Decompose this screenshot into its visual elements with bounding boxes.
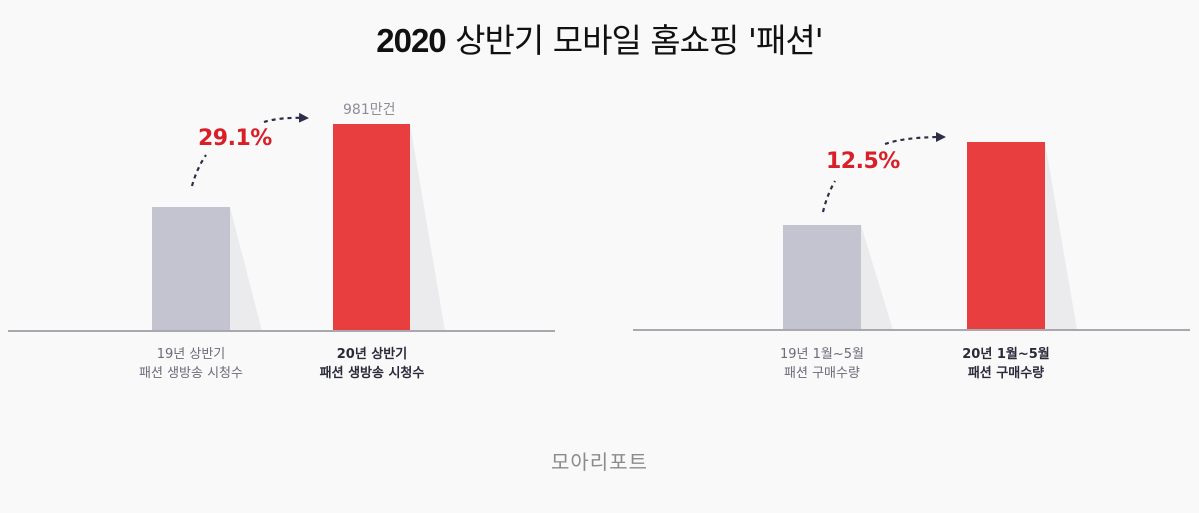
bar-2020-purchases bbox=[967, 142, 1045, 330]
label-line1: 19년 상반기 bbox=[156, 347, 226, 362]
bar-shadow bbox=[230, 207, 262, 331]
growth-percent-viewers: 29.1% bbox=[198, 126, 272, 151]
title-year: 2020 bbox=[376, 22, 446, 59]
label-2020-purchases: 20년 1월~5월 패션 구매수량 bbox=[906, 345, 1106, 383]
bar-2020-viewers bbox=[333, 124, 410, 331]
label-line2: 패션 구매수량 bbox=[784, 366, 860, 381]
label-2020-viewers: 20년 상반기 패션 생방송 시청수 bbox=[272, 345, 472, 383]
source-watermark: 모아리포트 bbox=[551, 450, 648, 474]
bar-2019-purchases bbox=[783, 225, 861, 330]
bar-shadow bbox=[1045, 142, 1077, 330]
bar-2019-viewers bbox=[152, 207, 230, 331]
growth-arrow-lower bbox=[190, 154, 207, 187]
label-2019-purchases: 19년 1월~5월 패션 구매수량 bbox=[722, 345, 922, 383]
label-line1: 20년 상반기 bbox=[336, 347, 408, 362]
left-chart bbox=[8, 112, 555, 332]
label-line2: 패션 생방송 시청수 bbox=[319, 366, 425, 381]
label-line2: 패션 생방송 시청수 bbox=[139, 366, 243, 381]
growth-arrow-lower bbox=[821, 180, 836, 213]
label-line1: 19년 1월~5월 bbox=[780, 347, 864, 362]
value-tag-2020-viewers: 981만건 bbox=[343, 102, 396, 118]
title-text: 상반기 모바일 홈쇼핑 '패션' bbox=[455, 21, 824, 60]
growth-arrow-upper bbox=[884, 132, 946, 146]
chart-title: 2020 상반기 모바일 홈쇼핑 '패션' bbox=[0, 14, 1199, 62]
bar-shadow bbox=[410, 124, 445, 331]
right-chart bbox=[633, 132, 1190, 331]
label-line1: 20년 1월~5월 bbox=[962, 347, 1050, 362]
label-2019-viewers: 19년 상반기 패션 생방송 시청수 bbox=[91, 345, 291, 383]
label-line2: 패션 구매수량 bbox=[967, 366, 1045, 381]
growth-percent-purchases: 12.5% bbox=[826, 149, 900, 174]
bar-shadow bbox=[861, 225, 893, 330]
growth-arrow-upper bbox=[263, 112, 309, 124]
